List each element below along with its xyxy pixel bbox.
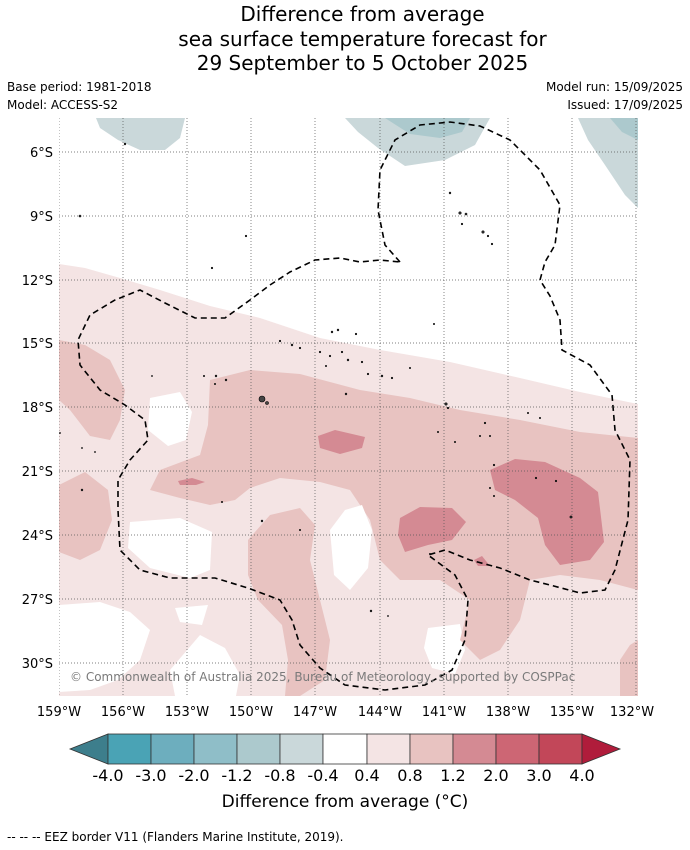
lat-label-27s: 27°S bbox=[22, 593, 53, 608]
colorbar-bin-10 bbox=[495, 733, 540, 765]
lon-label-159w: 159°W bbox=[37, 705, 81, 720]
model-name: Model: ACCESS-S2 bbox=[7, 98, 119, 112]
colorbar-bin-5 bbox=[279, 733, 324, 765]
colorbar-bin-7 bbox=[366, 733, 411, 765]
eez-footnote: -- -- -- EEZ border V11 (Flanders Marine… bbox=[7, 830, 344, 844]
title-line-2: sea surface temperature forecast for bbox=[178, 26, 547, 51]
longitude-labels: 159°W 156°W 153°W 150°W 147°W 144°W 141°… bbox=[37, 705, 654, 720]
warm-anomaly-strong-2 bbox=[178, 478, 205, 485]
colorbar-bin-8 bbox=[409, 733, 454, 765]
lon-label-135w: 135°W bbox=[550, 705, 594, 720]
lat-label-15s: 15°S bbox=[22, 337, 53, 352]
neutral-patch-6 bbox=[424, 624, 465, 674]
title-line-3: 29 September to 5 October 2025 bbox=[196, 51, 529, 75]
neutral-patch-7 bbox=[330, 505, 372, 590]
colorbar-bin-1 bbox=[107, 733, 152, 765]
colorbar-tick-label: -0.8 bbox=[264, 766, 296, 785]
model-run: Model run: 15/09/2025 bbox=[545, 80, 683, 94]
meta-right: Model run: 15/09/2025 Issued: 17/09/2025 bbox=[546, 78, 683, 114]
neutral-patch-4 bbox=[175, 605, 208, 625]
lat-label-24s: 24°S bbox=[22, 529, 53, 544]
colorbar-tick-label: 4.0 bbox=[569, 766, 595, 785]
colorbar-tick-label: 0.8 bbox=[397, 766, 423, 785]
graticule bbox=[59, 118, 638, 696]
colorbar-bin-3 bbox=[193, 733, 238, 765]
colorbar-title: Difference from average (°C) bbox=[221, 792, 469, 812]
colorbar-bin-11 bbox=[538, 733, 583, 765]
meta-left: Base period: 1981-2018 Model: ACCESS-S2 bbox=[7, 78, 152, 114]
colorbar bbox=[68, 733, 622, 765]
warm-anomaly-moderate-south bbox=[248, 508, 330, 696]
colorbar-tick-label: 0.4 bbox=[354, 766, 380, 785]
lat-label-21s: 21°S bbox=[22, 465, 53, 480]
colorbar-bin-6 bbox=[322, 733, 368, 765]
warm-anomaly-strong-1 bbox=[318, 430, 365, 454]
cool-anomaly-northeast-core bbox=[610, 118, 638, 140]
neutral-patch-3 bbox=[59, 602, 150, 692]
colorbar-bin-2 bbox=[150, 733, 195, 765]
cool-anomaly-north-core bbox=[385, 118, 470, 138]
colorbar-bin-9 bbox=[452, 733, 497, 765]
colorbar-bin-4 bbox=[236, 733, 281, 765]
lat-label-30s: 30°S bbox=[22, 657, 53, 672]
lon-label-156w: 156°W bbox=[101, 705, 145, 720]
cool-anomaly-northeast bbox=[578, 118, 638, 208]
warm-anomaly-strong-3 bbox=[398, 507, 466, 552]
title-line-1: Difference from average bbox=[240, 2, 485, 26]
colorbar-tick-label: -0.4 bbox=[307, 766, 339, 785]
base-period: Base period: 1981-2018 bbox=[7, 80, 152, 94]
colorbar-tick-label: -2.0 bbox=[178, 766, 210, 785]
warm-anomaly-moderate-west bbox=[59, 340, 125, 440]
neutral-patch-5 bbox=[170, 635, 240, 696]
latitude-labels: 6°S 9°S 12°S 15°S 18°S 21°S 24°S 27°S 30… bbox=[22, 146, 53, 672]
lat-label-12s: 12°S bbox=[22, 274, 53, 289]
map-title: Difference from average sea surface temp… bbox=[0, 2, 690, 76]
colorbar-overflow bbox=[581, 733, 622, 765]
lat-label-9s: 9°S bbox=[30, 210, 53, 225]
colorbar-tick-label: 3.0 bbox=[526, 766, 552, 785]
lon-label-141w: 141°W bbox=[422, 705, 466, 720]
lat-label-6s: 6°S bbox=[30, 146, 53, 161]
warm-anomaly-strong-4 bbox=[490, 459, 604, 565]
islands bbox=[59, 142, 573, 617]
map-plot-area: © Commonwealth of Australia 2025, Bureau… bbox=[59, 118, 638, 696]
copyright-notice: © Commonwealth of Australia 2025, Bureau… bbox=[70, 670, 575, 684]
lon-label-138w: 138°W bbox=[486, 705, 530, 720]
lon-label-144w: 144°W bbox=[358, 705, 402, 720]
lon-label-150w: 150°W bbox=[229, 705, 273, 720]
colorbar-tick-label: -3.0 bbox=[135, 766, 167, 785]
warm-anomaly-moderate-main bbox=[150, 370, 638, 660]
issued-date: Issued: 17/09/2025 bbox=[567, 98, 683, 112]
lat-label-18s: 18°S bbox=[22, 401, 53, 416]
lon-label-153w: 153°W bbox=[165, 705, 209, 720]
warm-anomaly-moderate-southwest bbox=[59, 472, 112, 560]
colorbar-tick-label: 1.2 bbox=[440, 766, 466, 785]
cool-anomaly-northwest bbox=[96, 118, 185, 150]
neutral-patch-2 bbox=[148, 392, 192, 446]
colorbar-tick-label: -1.2 bbox=[221, 766, 253, 785]
colorbar-tick-label: -4.0 bbox=[92, 766, 124, 785]
colorbar-tick-label: 2.0 bbox=[483, 766, 509, 785]
lon-label-147w: 147°W bbox=[293, 705, 337, 720]
lon-label-132w: 132°W bbox=[610, 705, 654, 720]
colorbar-underflow bbox=[68, 733, 109, 765]
warm-anomaly-strong-5 bbox=[474, 556, 490, 566]
warm-anomaly-moderate-southeast bbox=[620, 640, 638, 696]
neutral-patch-1 bbox=[128, 518, 212, 578]
